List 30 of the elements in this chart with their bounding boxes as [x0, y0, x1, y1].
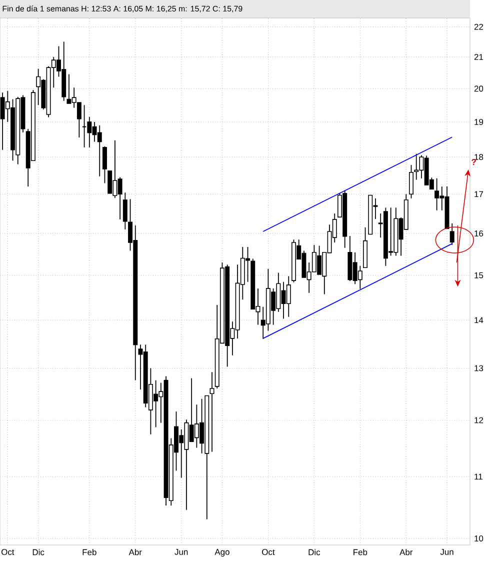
- y-tick-label: 11: [474, 474, 482, 480]
- candlestick: [409, 164, 414, 199]
- x-tick-label: Ago: [214, 549, 230, 557]
- y-tick-label: 17: [474, 191, 484, 198]
- x-tick-label: Feb: [354, 548, 368, 556]
- candlestick: [210, 372, 214, 452]
- y-tick-label: 15: [474, 272, 484, 278]
- y-tick-label: 22: [474, 24, 484, 30]
- x-tick-label: Abr: [128, 548, 142, 556]
- y-tick-label: 20: [474, 86, 484, 92]
- candlestick: [102, 146, 107, 184]
- x-tick-label: Jun: [174, 549, 188, 555]
- y-tick-label: 18: [474, 154, 484, 160]
- x-tick-label: Feb: [82, 548, 96, 556]
- y-tick-label: 16: [474, 230, 484, 236]
- y-tick-label: 10: [474, 535, 484, 542]
- y-tick-label: 13: [474, 365, 484, 372]
- y-tick-label: 12: [474, 417, 484, 424]
- y-tick-label: 19: [474, 118, 484, 125]
- x-tick-label: Dic: [308, 548, 320, 556]
- candlestick: [450, 222, 454, 246]
- x-tick-label: Oct: [262, 549, 275, 555]
- x-tick-label: Dic: [32, 548, 44, 556]
- candlestick: [122, 192, 128, 230]
- y-tick-label: 14: [474, 317, 484, 324]
- x-tick-label: Abr: [400, 548, 413, 556]
- x-tick-label: Oct: [1, 549, 14, 555]
- x-tick-label: Jun: [440, 549, 454, 555]
- y-tick-label: 21: [474, 54, 484, 60]
- text: ?: [472, 159, 476, 165]
